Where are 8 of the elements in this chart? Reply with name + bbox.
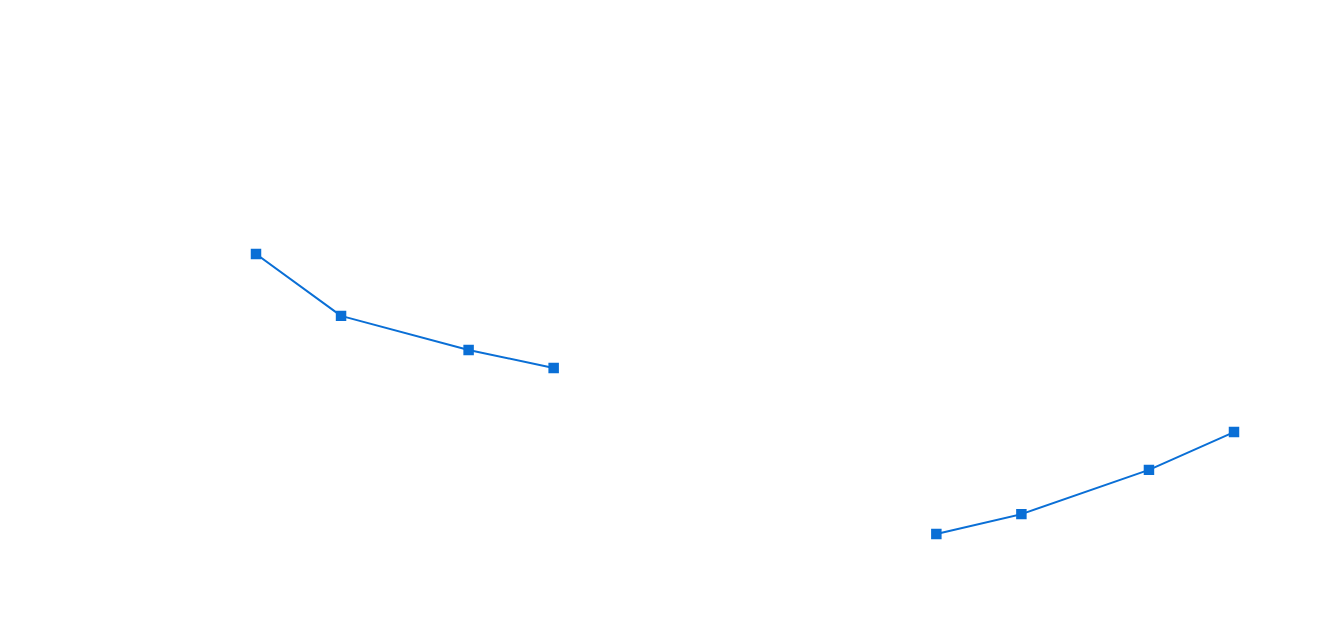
point	[1143, 464, 1155, 476]
point	[1228, 426, 1240, 438]
point	[463, 344, 474, 356]
point	[931, 528, 942, 540]
point	[335, 310, 347, 322]
point	[548, 362, 559, 374]
point	[250, 248, 262, 260]
point	[1016, 508, 1027, 520]
